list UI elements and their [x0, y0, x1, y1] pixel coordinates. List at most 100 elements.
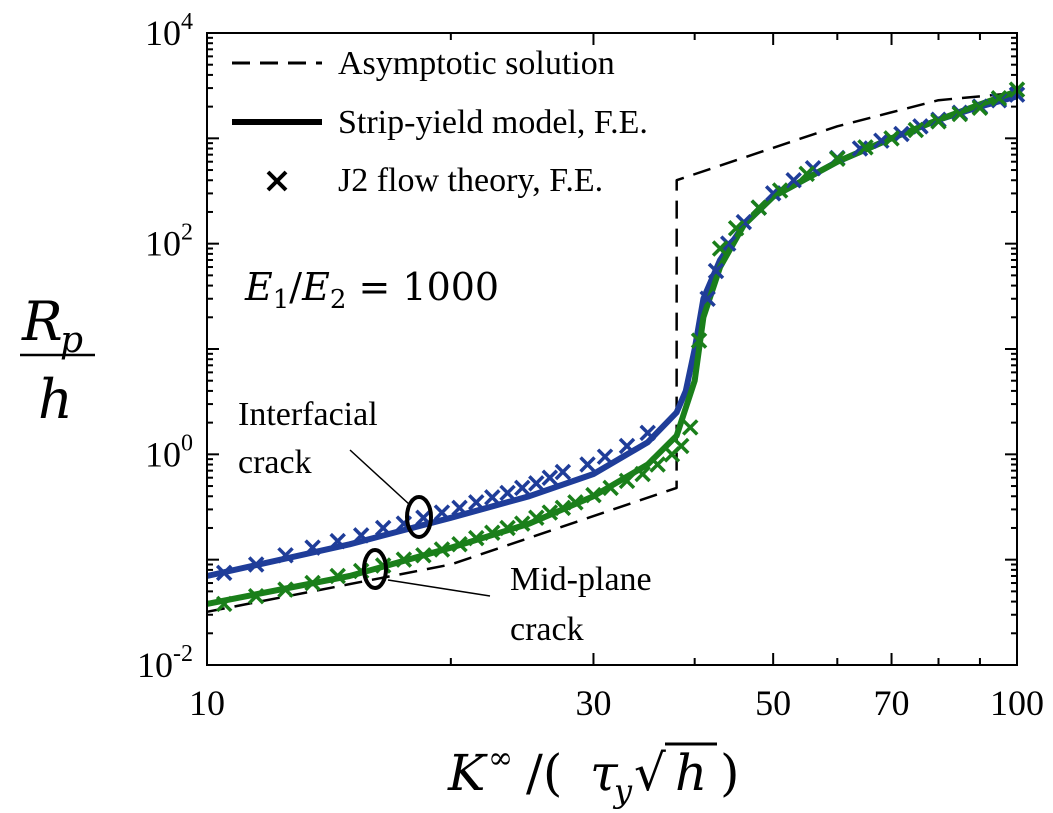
- series-line-0: [206, 91, 1018, 614]
- series-4-point-28: [711, 240, 729, 257]
- series-3-point-14: [513, 479, 531, 497]
- legend-label-j2: J2 flow theory, F.E.: [338, 162, 603, 199]
- annotation-interfacial-leader: [349, 449, 411, 506]
- series-4-point-1: [247, 587, 265, 605]
- series-3-point-12: [484, 489, 501, 506]
- svg-text:∞: ∞: [488, 741, 513, 776]
- series-4-point-2: [277, 581, 294, 598]
- series-4-point-18: [567, 494, 584, 511]
- svg-text:y: y: [612, 772, 633, 810]
- svg-text:√: √: [634, 744, 666, 802]
- annotation-midplane-line2: crack: [510, 611, 584, 648]
- svg-text:): ): [720, 744, 740, 802]
- series-4-point-3: [304, 574, 321, 592]
- svg-text:h: h: [675, 744, 707, 802]
- series-4-point-34: [857, 139, 874, 156]
- series-4-point-7: [395, 551, 413, 568]
- svg-text:p: p: [60, 320, 83, 361]
- svg-text:K: K: [447, 744, 488, 802]
- annotation-midplane-leader: [387, 579, 491, 597]
- x-tick-label: 50: [755, 683, 791, 723]
- series-3-point-13: [499, 484, 516, 502]
- legend-swatch-marker: [266, 170, 288, 192]
- series-4-point-23: [649, 456, 666, 473]
- series-4-point-13: [499, 519, 516, 537]
- series-4-point-35: [883, 130, 900, 147]
- x-axis-label: K ∞ /( τ y √ h ): [447, 741, 740, 810]
- x-tick-label: 30: [575, 683, 611, 723]
- series-3-point-19: [596, 448, 614, 465]
- x-axis: 10 30 50 70 100: [189, 33, 1044, 723]
- legend: Asymptotic solution Strip-yield model, F…: [232, 45, 648, 199]
- series-4-point-25: [672, 437, 690, 455]
- series-4-point-16: [541, 504, 559, 521]
- series-4-point-36: [907, 121, 925, 139]
- series-4-point-19: [585, 486, 602, 504]
- series-3-point-15: [528, 475, 545, 492]
- series-line-2: [206, 88, 1019, 607]
- series-4-point-21: [618, 472, 636, 490]
- series-3-point-18: [579, 456, 596, 473]
- series-4-point-0: [215, 595, 233, 613]
- x-tick-label: 100: [990, 683, 1044, 723]
- series-4-point-4: [329, 567, 346, 585]
- series-4-point-31: [771, 182, 789, 199]
- series-3-point-8: [415, 509, 432, 526]
- series-3-point-20: [618, 437, 636, 455]
- annotation-midplane-line1: Mid-plane: [510, 561, 652, 598]
- y-tick-label: 102: [145, 220, 193, 264]
- annotation-interfacial-line1: Interfacial: [238, 396, 378, 433]
- x-tick-label: 10: [189, 683, 225, 723]
- series-3-point-4: [329, 532, 346, 550]
- series-4-point-32: [798, 165, 815, 183]
- series-4-point-30: [750, 199, 768, 216]
- y-tick-label: 100: [145, 430, 193, 474]
- x-tick-label: 70: [874, 683, 910, 723]
- series-4-point-14: [513, 515, 531, 532]
- annotation-interfacial-line2: crack: [238, 444, 312, 481]
- svg-text:h: h: [38, 368, 73, 431]
- series-4-point-17: [554, 499, 572, 517]
- series-4-point-10: [451, 536, 468, 553]
- legend-label-strip-yield: Strip-yield model, F.E.: [338, 104, 648, 141]
- y-axis: 10-2 100 102 104: [137, 9, 1017, 685]
- series-4-point-12: [484, 524, 501, 542]
- series-3-point-0: [215, 564, 233, 582]
- svg-text:τ: τ: [590, 744, 619, 802]
- series-3-point-24: [719, 235, 737, 252]
- series-4-point-20: [602, 479, 619, 497]
- annotation-interfacial: Interfacial crack: [238, 396, 433, 539]
- series-4-point-15: [528, 509, 545, 526]
- series-3-point-28: [785, 172, 802, 189]
- series-3-point-11: [468, 494, 485, 511]
- series-4-point-9: [433, 541, 451, 558]
- series-3-point-16: [541, 469, 559, 486]
- series-3-point-3: [304, 539, 321, 556]
- series-3-point-22: [699, 290, 716, 307]
- series-4-point-40: [990, 90, 1008, 107]
- series-4-point-29: [727, 220, 745, 237]
- series-3-point-33: [893, 125, 910, 143]
- y-tick-label: 10-2: [137, 641, 193, 685]
- series-4-point-8: [415, 547, 432, 564]
- annotation-midplane-ellipse: [362, 548, 388, 590]
- series-3-point-6: [374, 519, 392, 537]
- svg-text:/(: /(: [526, 744, 562, 802]
- series-3-point-21: [639, 424, 656, 442]
- series-4-point-11: [468, 529, 485, 547]
- y-tick-label: 104: [145, 9, 193, 53]
- series-3-point-23: [707, 262, 725, 280]
- series-4-point-37: [930, 113, 947, 130]
- series-4-point-22: [634, 465, 651, 483]
- series-3-point-31: [851, 140, 869, 157]
- y-axis-label: R p h: [20, 290, 95, 431]
- svg-text:R: R: [21, 290, 63, 353]
- series-3-point-10: [451, 499, 468, 517]
- annotation-interfacial-ellipse: [405, 495, 433, 539]
- series-4-point-38: [951, 105, 969, 123]
- series-4-point-39: [971, 99, 989, 117]
- series-3-point-9: [433, 504, 451, 521]
- series-3-point-1: [247, 556, 265, 573]
- legend-label-asymptotic: Asymptotic solution: [338, 45, 615, 82]
- series-3-point-5: [352, 527, 370, 544]
